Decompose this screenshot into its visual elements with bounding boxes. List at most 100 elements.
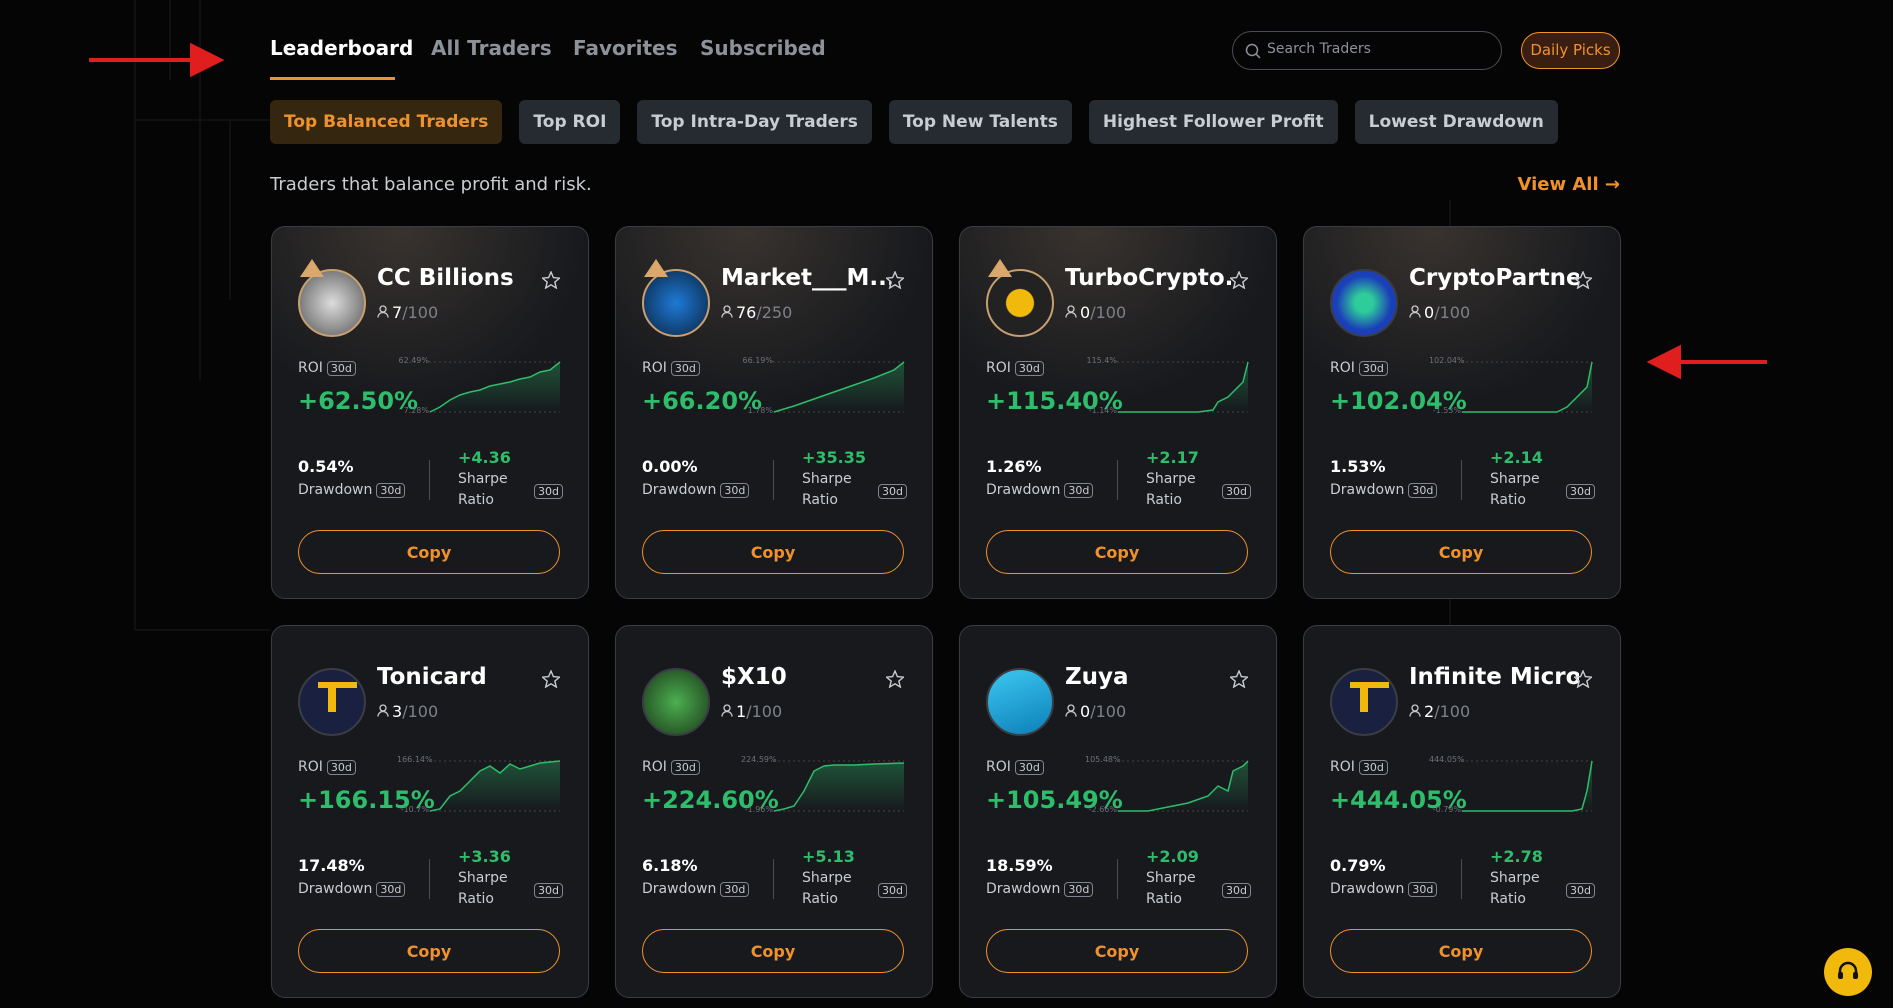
- followers: 0/100: [1065, 702, 1126, 721]
- roi-sparkline: [429, 361, 561, 413]
- filter-chip[interactable]: Top ROI: [519, 100, 621, 144]
- period-badge: 30d: [534, 484, 563, 499]
- search-box[interactable]: Search Traders: [1232, 31, 1502, 70]
- drawdown-text: Drawdown: [642, 482, 717, 498]
- tab[interactable]: Leaderboard: [270, 36, 414, 60]
- favorite-star[interactable]: [1574, 271, 1592, 289]
- copy-button[interactable]: Copy: [298, 929, 560, 973]
- divider: [1117, 460, 1118, 500]
- follower-capacity: /100: [1434, 702, 1471, 721]
- trader-card: CryptoPartner 0/100 ROI 30d +102.04% 102.04%…: [1303, 226, 1621, 599]
- tab[interactable]: All Traders: [431, 36, 552, 60]
- sparkline-area: [774, 763, 904, 811]
- filter-chip[interactable]: Top Balanced Traders: [270, 100, 503, 144]
- drawdown-label: Drawdown 30d: [298, 881, 406, 897]
- chart-max-label: 224.59%: [741, 755, 777, 764]
- roi-sparkline: [1461, 361, 1593, 413]
- filter-chip[interactable]: Top New Talents: [888, 100, 1072, 144]
- filter-chip[interactable]: Top Intra-Day Traders: [637, 100, 872, 144]
- period-badge: 30d: [326, 760, 356, 775]
- favorite-star[interactable]: [886, 670, 904, 688]
- daily-picks[interactable]: Daily Picks: [1521, 32, 1620, 69]
- support-button[interactable]: [1824, 948, 1872, 996]
- roi-value: +62.50%: [298, 387, 419, 415]
- star-shape: [886, 271, 904, 289]
- follower-icon: [377, 303, 389, 322]
- avatar: [642, 668, 710, 736]
- chart-min-label: 1.78%: [747, 406, 773, 415]
- follower-icon: [721, 702, 733, 721]
- filter-chip[interactable]: Highest Follower Profit: [1088, 100, 1338, 144]
- divider: [773, 859, 774, 899]
- support-icon: [1838, 961, 1858, 979]
- sparkline-area: [1118, 362, 1248, 412]
- trader-name: CryptoPartner: [1409, 265, 1579, 291]
- avatar: [1330, 269, 1398, 337]
- divider: [429, 859, 430, 899]
- favorite-star[interactable]: [1574, 670, 1592, 688]
- sharpe-value: +2.14: [1490, 448, 1543, 467]
- chart-max-label: 62.49%: [398, 356, 429, 365]
- period-badge: 30d: [376, 882, 406, 897]
- view-all[interactable]: View All →: [1517, 174, 1620, 195]
- copy-button[interactable]: Copy: [1330, 530, 1592, 574]
- favorite-star[interactable]: [1230, 670, 1248, 688]
- followers: 2/100: [1409, 702, 1470, 721]
- favorite-star[interactable]: [1230, 271, 1248, 289]
- roi-sparkline: [1117, 760, 1249, 812]
- ratio-label: Ratio: [802, 891, 838, 907]
- favorite-star[interactable]: [542, 670, 560, 688]
- ratio-label: Ratio: [458, 492, 494, 508]
- copy-button[interactable]: Copy: [642, 530, 904, 574]
- follower-capacity: /100: [1090, 303, 1127, 322]
- drawdown-text: Drawdown: [642, 881, 717, 897]
- sparkline-area: [430, 761, 560, 811]
- sparkline-area: [1462, 761, 1592, 811]
- avatar: [298, 269, 366, 337]
- copy-button[interactable]: Copy: [1330, 929, 1592, 973]
- divider: [773, 460, 774, 500]
- follower-capacity: /100: [402, 702, 439, 721]
- followers: 7/100: [377, 303, 438, 322]
- ratio-label: Ratio: [1146, 492, 1182, 508]
- divider: [1461, 460, 1462, 500]
- drawdown-text: Drawdown: [298, 482, 373, 498]
- period-badge: 30d: [1408, 483, 1438, 498]
- follower-count: 0: [1080, 303, 1091, 322]
- roi-text: ROI: [642, 759, 667, 775]
- tab[interactable]: Subscribed: [700, 36, 826, 60]
- sparkline-line: [1462, 760, 1593, 812]
- roi-text: ROI: [1330, 759, 1355, 775]
- follower-icon: [1065, 303, 1077, 322]
- roi-value: +102.04%: [1330, 387, 1467, 415]
- sparkline-line: [773, 361, 905, 413]
- follower-icon: [721, 303, 733, 322]
- sparkline-area: [774, 362, 904, 412]
- trader-card: Market___M... 76/250 ROI 30d +66.20% 66.19% 1…: [615, 226, 933, 599]
- trader-card: CC Billions 7/100 ROI 30d +62.50% 62.49% 7.28…: [271, 226, 589, 599]
- favorite-star[interactable]: [542, 271, 560, 289]
- trader-name: Tonicard: [377, 664, 487, 690]
- copy-button[interactable]: Copy: [986, 530, 1248, 574]
- crown: [644, 259, 668, 277]
- drawdown-value: 18.59%: [986, 856, 1053, 875]
- trader-card: Zuya 0/100 ROI 30d +105.49% 105.48% -2.66% 18.…: [959, 625, 1277, 998]
- copy-button[interactable]: Copy: [298, 530, 560, 574]
- copy-button[interactable]: Copy: [642, 929, 904, 973]
- tab[interactable]: Favorites: [573, 36, 678, 60]
- chart-min-label: -1.53%: [1432, 406, 1461, 415]
- drawdown-value: 1.53%: [1330, 457, 1386, 476]
- period-badge: 30d: [1566, 484, 1595, 499]
- sparkline-line: [1118, 361, 1249, 413]
- follower-capacity: /100: [1434, 303, 1471, 322]
- roi-sparkline: [1461, 760, 1593, 812]
- period-badge: 30d: [1358, 760, 1388, 775]
- avatar: [1330, 668, 1398, 736]
- drawdown-text: Drawdown: [986, 881, 1061, 897]
- sparkline-line: [1118, 760, 1249, 812]
- favorite-star[interactable]: [886, 271, 904, 289]
- roi-value: +105.49%: [986, 786, 1123, 814]
- filter-chip[interactable]: Lowest Drawdown: [1354, 100, 1558, 144]
- copy-button[interactable]: Copy: [986, 929, 1248, 973]
